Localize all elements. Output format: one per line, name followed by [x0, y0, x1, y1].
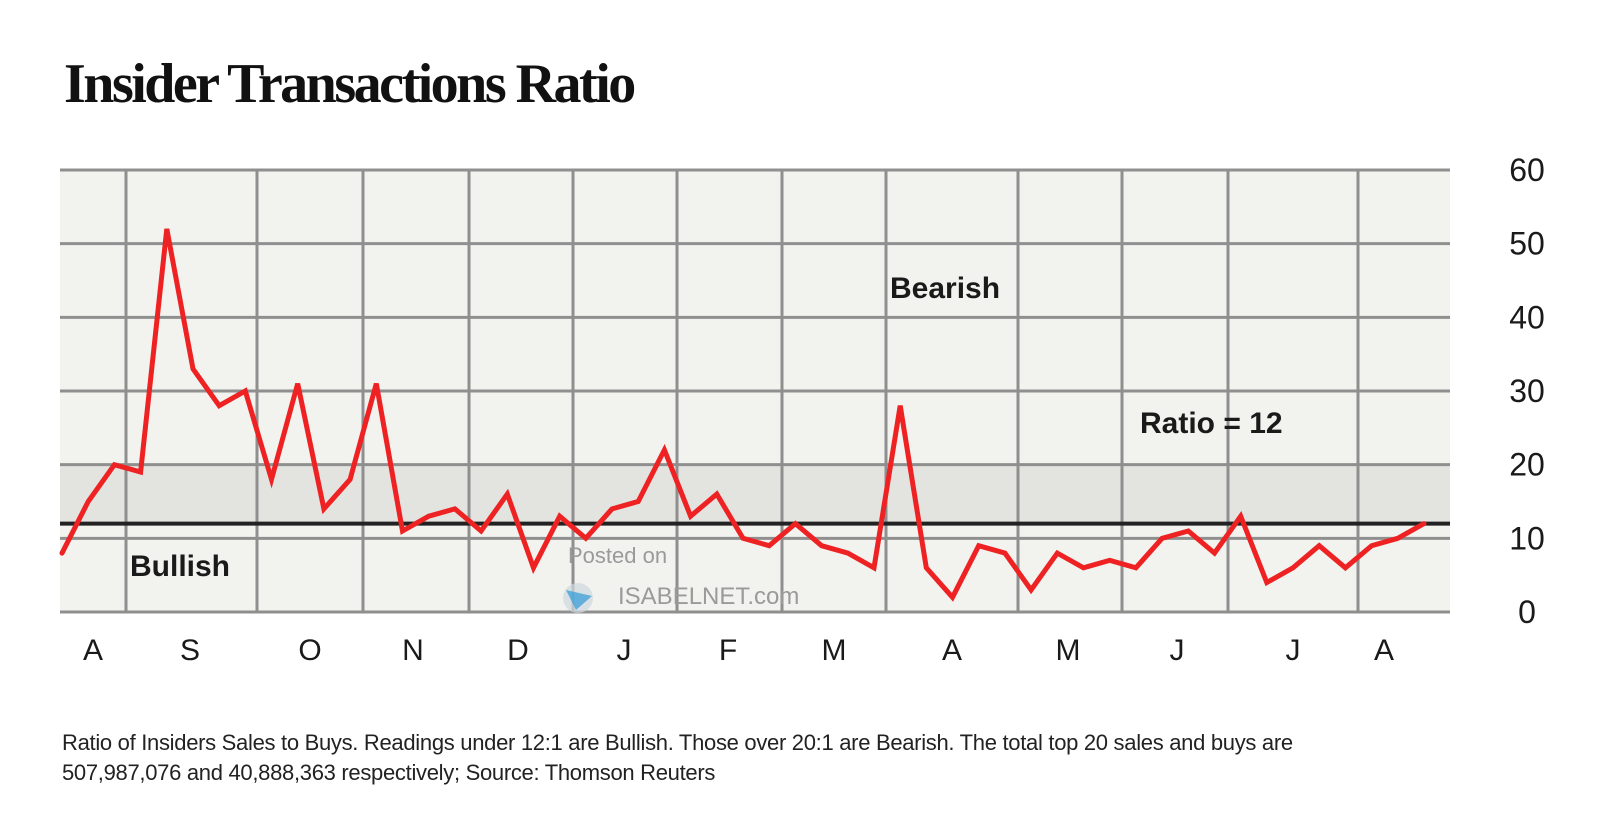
y-tick-label: 30 [1509, 373, 1545, 409]
watermark-line2: ISABELNET.com [618, 583, 799, 610]
x-tick-label: M [1056, 634, 1081, 667]
x-tick-label: A [1374, 634, 1394, 667]
chart-title: Insider Transactions Ratio [64, 53, 636, 115]
y-tick-label: 0 [1518, 594, 1536, 630]
footnote-line1: Ratio of Insiders Sales to Buys. Reading… [62, 730, 1293, 755]
reference-line-label: Ratio = 12 [1140, 407, 1283, 440]
x-tick-label: A [942, 634, 962, 667]
y-tick-labels: 0 10 20 30 40 50 60 [1509, 152, 1545, 630]
x-tick-label: O [298, 634, 321, 667]
x-tick-label: D [507, 634, 529, 667]
y-tick-label: 50 [1509, 226, 1545, 262]
x-tick-label: N [402, 634, 424, 667]
y-tick-label: 10 [1509, 520, 1545, 556]
series-line [59, 228, 1427, 602]
x-tick-label: F [719, 634, 737, 667]
y-tick-label: 20 [1509, 447, 1545, 483]
y-tick-label: 40 [1509, 299, 1545, 335]
watermark: Posted on ISABELNET.com [563, 543, 799, 613]
neutral-band [60, 464, 1450, 524]
footnote-line2: 507,987,076 and 40,888,363 respectively;… [62, 760, 716, 785]
horizontal-gridlines [60, 168, 1450, 614]
bearish-label: Bearish [890, 272, 1000, 305]
globe-icon-mark [566, 590, 592, 610]
x-tick-label: J [617, 634, 632, 667]
x-tick-label: S [180, 634, 200, 667]
x-tick-label: M [822, 634, 847, 667]
series-group [59, 228, 1427, 602]
watermark-line1: Posted on [568, 543, 667, 568]
y-tick-label: 60 [1509, 152, 1545, 188]
x-tick-label: J [1170, 634, 1185, 667]
x-tick-label: A [83, 634, 103, 667]
x-tick-label: J [1286, 634, 1301, 667]
vertical-gridlines [124, 170, 1360, 612]
bullish-label: Bullish [130, 550, 230, 583]
footnote: Ratio of Insiders Sales to Buys. Reading… [62, 728, 1562, 788]
